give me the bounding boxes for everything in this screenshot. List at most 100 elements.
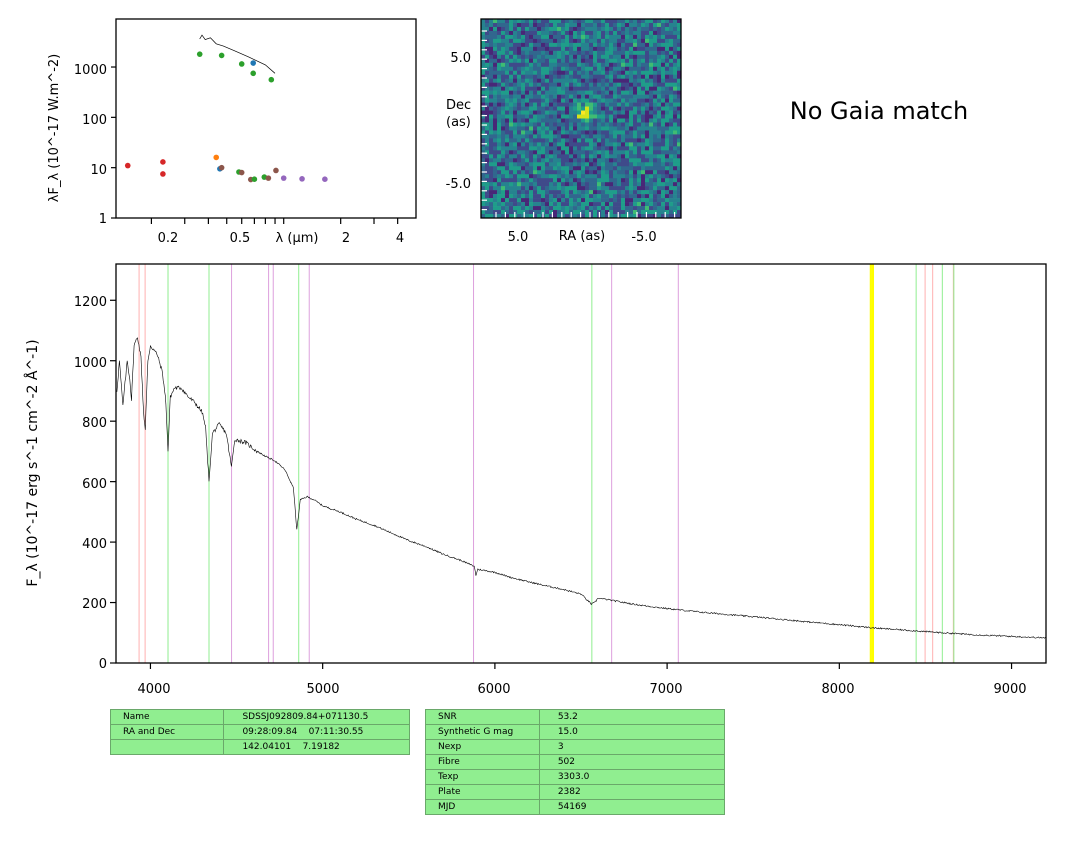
cutout-pixel — [609, 158, 614, 163]
cutout-pixel — [481, 162, 486, 167]
cutout-pixel — [557, 150, 562, 155]
cutout-pixel — [653, 94, 658, 99]
cutout-pixel — [609, 114, 614, 119]
cutout-pixel — [549, 34, 554, 40]
table-row: Texp 3303.0 — [425, 769, 726, 785]
cutout-pixel — [577, 66, 582, 72]
cutout-pixel — [641, 142, 646, 147]
cutout-pixel — [585, 126, 590, 131]
cutout-pixel — [617, 26, 622, 32]
cutout-pixel — [617, 78, 622, 83]
cutout-pixel — [509, 134, 514, 139]
cutout-pixel — [513, 178, 518, 183]
cutout-pixel — [589, 42, 594, 48]
cutout-pixel — [573, 106, 578, 111]
cutout-pixel — [641, 42, 646, 48]
cutout-pixel — [553, 174, 558, 179]
cutout-pixel — [649, 154, 654, 159]
cutout-pixel — [509, 34, 514, 40]
cutout-pixel — [485, 78, 490, 83]
cutout-pixel — [597, 166, 602, 171]
cutout-pixel — [669, 62, 674, 68]
cutout-pixel — [497, 86, 502, 91]
cutout-pixel — [645, 134, 650, 139]
cutout-pixel — [497, 190, 502, 195]
cutout-pixel — [581, 194, 586, 199]
cutout-pixel — [617, 190, 622, 195]
cutout-pixel — [489, 82, 494, 87]
cutout-pixel — [649, 54, 654, 60]
cutout-pixel — [513, 22, 518, 28]
cutout-pixel — [525, 38, 530, 44]
cutout-pixel — [553, 82, 558, 87]
cutout-pixel — [625, 118, 630, 123]
cutout-pixel — [601, 86, 606, 91]
cutout-pixel — [641, 86, 646, 91]
cutout-pixel — [673, 138, 678, 143]
cutout-pixel — [493, 19, 498, 24]
cutout-pixel — [617, 42, 622, 48]
cutout-pixel — [569, 174, 574, 179]
cutout-pixel — [533, 198, 538, 203]
table-cell: RA and Dec — [109, 724, 225, 740]
cutout-pixel — [521, 170, 526, 175]
cutout-pixel — [553, 178, 558, 183]
cutout-pixel — [633, 162, 638, 167]
cutout-pixel — [657, 146, 662, 151]
cutout-pixel — [481, 38, 486, 44]
cutout-pixel — [529, 182, 534, 187]
cutout-pixel — [593, 74, 598, 79]
cutout-pixel — [633, 42, 638, 48]
cutout-pixel — [537, 62, 542, 68]
cutout-pixel — [589, 146, 594, 151]
cutout-pixel — [525, 58, 530, 64]
cutout-pixel — [605, 174, 610, 179]
cutout-pixel — [605, 118, 610, 123]
cutout-pixel — [605, 70, 610, 76]
cutout-pixel — [553, 90, 558, 95]
cutout-pixel — [553, 146, 558, 151]
cutout-pixel — [537, 122, 542, 127]
cutout-pixel — [533, 182, 538, 187]
sed-xtick-label: 4 — [396, 231, 404, 246]
cutout-pixel — [529, 54, 534, 60]
cutout-pixel — [665, 154, 670, 159]
cutout-pixel — [569, 202, 574, 207]
cutout-pixel — [577, 70, 582, 76]
cutout-pixel — [573, 118, 578, 123]
cutout-pixel — [525, 166, 530, 171]
cutout-pixel — [613, 38, 618, 44]
cutout-pixel — [569, 62, 574, 68]
cutout-pixel — [501, 118, 506, 123]
cutout-pixel — [485, 58, 490, 64]
cutout-pixel — [645, 114, 650, 119]
cutout-pixel — [585, 94, 590, 99]
cutout-pixel — [581, 90, 586, 95]
cutout-pixel — [593, 19, 598, 24]
cutout-pixel — [589, 158, 594, 163]
cutout-pixel — [609, 38, 614, 44]
cutout-pixel — [617, 166, 622, 171]
cutout-pixel — [649, 66, 654, 72]
cutout-pixel — [637, 154, 642, 159]
cutout-pixel — [609, 118, 614, 123]
cutout-xlabel: RA (as) — [559, 229, 605, 244]
cutout-pixel — [545, 98, 550, 103]
cutout-pixel — [533, 130, 538, 135]
cutout-pixel — [517, 98, 522, 103]
cutout-pixel — [537, 90, 542, 95]
cutout-pixel — [561, 162, 566, 167]
cutout-pixel — [601, 166, 606, 171]
cutout-pixel — [485, 174, 490, 179]
cutout-pixel — [501, 50, 506, 56]
cutout-pixel — [617, 198, 622, 203]
cutout-pixel — [621, 90, 626, 95]
cutout-pixel — [637, 214, 642, 219]
cutout-pixel — [509, 118, 514, 123]
cutout-pixel — [489, 182, 494, 187]
cutout-pixel — [513, 50, 518, 56]
cutout-pixel — [645, 19, 650, 24]
spectrum-xtick-label: 7000 — [649, 682, 682, 697]
cutout-pixel — [637, 206, 642, 211]
cutout-pixel — [605, 166, 610, 171]
